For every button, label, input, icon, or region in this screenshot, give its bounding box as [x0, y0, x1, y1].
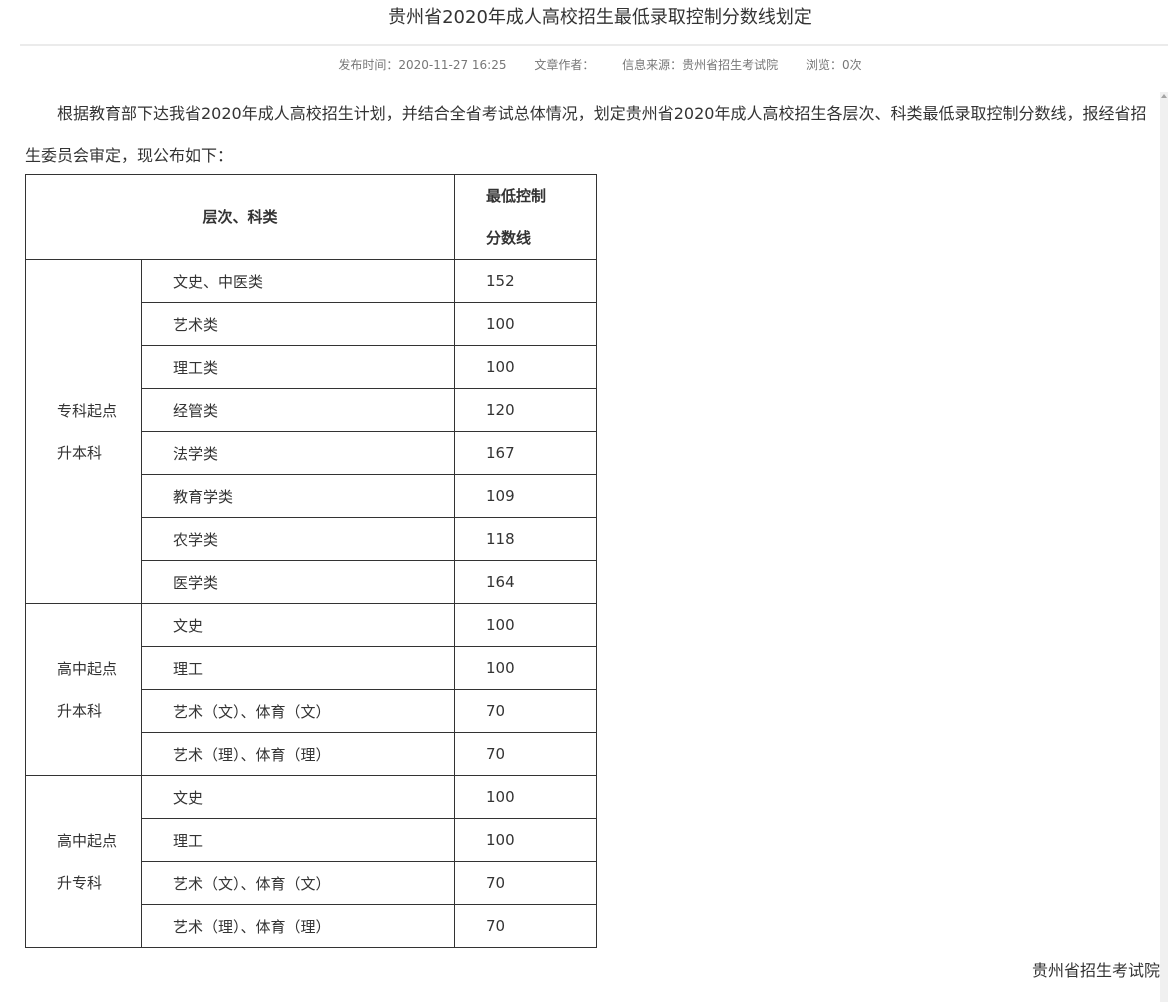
subject-cell: 理工 [141, 818, 455, 862]
table-row: 高中起点 升专科 文史 100 [25, 775, 597, 948]
subject-cell: 法学类 [141, 431, 455, 475]
table-row: 专科起点 升本科 文史、中医类 152 [25, 259, 597, 604]
intro-paragraph: 根据教育部下达我省2020年成人高校招生计划，并结合全省考试总体情况，划定贵州省… [25, 104, 1147, 165]
table-row: 艺术类 100 [26, 302, 597, 346]
article-title: 贵州省2020年成人高校招生最低录取控制分数线划定 [388, 7, 812, 28]
score-cell: 152 [454, 259, 597, 303]
level-line1: 专科起点 [57, 401, 118, 420]
table-row: 理工 100 [26, 646, 597, 690]
signature: 贵州省招生考试院 [1031, 961, 1160, 980]
table-row: 理工 100 [26, 818, 597, 862]
subject-cell: 经管类 [141, 388, 455, 432]
level-line2: 升专科 [57, 873, 103, 892]
table-row: 医学类 164 [26, 560, 597, 604]
table-row: 教育学类 109 [26, 474, 597, 518]
table-row: 农学类 118 [26, 517, 597, 561]
table-header-row: 层次、科类 最低控制分数线 [25, 174, 597, 260]
score-cell: 118 [454, 517, 597, 561]
header-category: 层次、科类 [25, 174, 455, 260]
table-row: 艺术（文）、体育（文） 70 [26, 861, 597, 905]
level-line2: 升本科 [57, 701, 103, 720]
author: 文章作者： [534, 58, 595, 72]
table-row: 理工类 100 [26, 345, 597, 389]
level-line2: 升本科 [57, 443, 103, 462]
divider [20, 44, 1168, 46]
score-cell: 109 [454, 474, 597, 518]
score-cell: 120 [454, 388, 597, 432]
level-cell: 专科起点 升本科 [25, 259, 142, 604]
score-cell: 70 [454, 904, 597, 948]
level-line1: 高中起点 [57, 831, 118, 850]
level-cell: 高中起点 升本科 [25, 603, 142, 776]
score-cell: 100 [454, 775, 597, 819]
score-cell: 164 [454, 560, 597, 604]
score-table: 层次、科类 最低控制 分数线 专科起点 升本科 文史、中医类 152 艺术类 100 理工类 1… [25, 174, 597, 948]
subject-cell: 理工 [141, 646, 455, 690]
subject-cell: 教育学类 [141, 474, 455, 518]
subject-cell: 文史 [141, 603, 455, 647]
views: 浏览：0次 [806, 58, 862, 72]
subject-cell: 艺术（文）、体育（文） [141, 689, 455, 733]
score-cell: 100 [454, 646, 597, 690]
level-line1: 高中起点 [57, 659, 118, 678]
header-score-line1: 最低控制 [486, 187, 547, 205]
scrollbar[interactable] [1160, 92, 1168, 1002]
score-cell: 100 [454, 302, 597, 346]
table-row: 高中起点 升本科 文史 100 [25, 603, 597, 776]
subject-cell: 文史、中医类 [141, 259, 455, 303]
table-row: 艺术（理）、体育（理） 70 [26, 732, 597, 776]
subject-cell: 艺术类 [141, 302, 455, 346]
score-cell: 100 [454, 345, 597, 389]
publish-time: 发布时间：2020-11-27 16:25 [338, 58, 507, 72]
header-score-line2: 分数线 [486, 229, 532, 247]
source: 信息来源：贵州省招生考试院 [622, 58, 779, 72]
article-meta: 发布时间：2020-11-27 16:25 文章作者： 信息来源：贵州省招生考试… [0, 56, 1168, 73]
subject-cell: 艺术（理）、体育（理） [141, 732, 455, 776]
score-cell: 70 [454, 861, 597, 905]
subject-cell: 艺术（文）、体育（文） [141, 861, 455, 905]
subject-cell: 医学类 [141, 560, 455, 604]
subject-cell: 农学类 [141, 517, 455, 561]
table-row: 法学类 167 [26, 431, 597, 475]
header-score: 最低控制 分数线 [454, 174, 597, 260]
subject-cell: 艺术（理）、体育（理） [141, 904, 455, 948]
level-cell: 高中起点 升专科 [25, 775, 142, 948]
score-cell: 70 [454, 689, 597, 733]
table-row: 经管类 120 [26, 388, 597, 432]
table-row: 艺术（理）、体育（理） 70 [26, 904, 597, 948]
scroll-up-arrow-icon[interactable] [1161, 94, 1167, 98]
score-cell: 167 [454, 431, 597, 475]
score-cell: 100 [454, 818, 597, 862]
subject-cell: 理工类 [141, 345, 455, 389]
subject-cell: 文史 [141, 775, 455, 819]
score-cell: 100 [454, 603, 597, 647]
score-cell: 70 [454, 732, 597, 776]
table-row: 艺术（文）、体育（文） 70 [26, 689, 597, 733]
